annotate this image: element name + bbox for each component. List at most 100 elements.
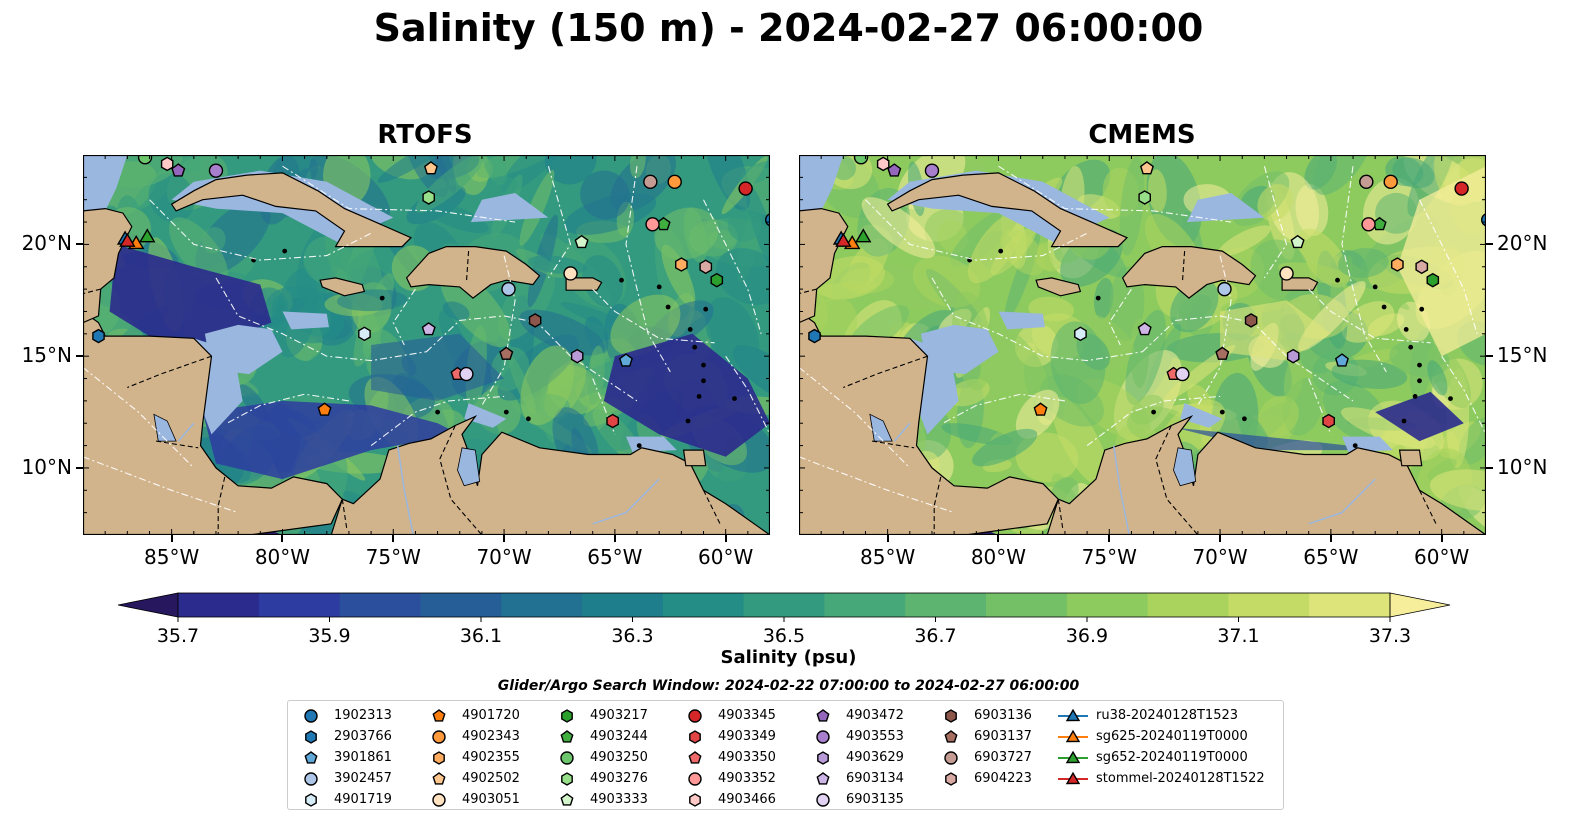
legend-item: 4903250 <box>550 747 648 768</box>
colorbar-tick-label: 36.1 <box>460 625 502 645</box>
legend-item: 4903472 <box>806 705 904 726</box>
colorbar-bin <box>1228 593 1310 617</box>
legend-float-marker <box>689 729 701 744</box>
legend-glider-marker <box>1065 771 1081 784</box>
glider-marker-stommel-20240128T1522 <box>835 232 852 247</box>
island <box>1352 443 1358 448</box>
island <box>1408 344 1414 350</box>
legend-float-marker <box>432 771 446 785</box>
lat-tick-label-right: 10°N <box>1497 454 1548 479</box>
land-puertoRico <box>1281 277 1319 291</box>
map-frame <box>799 155 1486 535</box>
legend-float-marker <box>304 771 318 786</box>
legend-marker-icon <box>816 792 830 807</box>
float-marker-4901719 <box>1074 326 1087 342</box>
legend-float-marker <box>816 708 830 722</box>
legend-column: 4903472 4903553 4903629 6903134 6903135 <box>806 705 904 810</box>
legend-glider-marker <box>1065 708 1081 721</box>
legend-label: 4903250 <box>590 750 648 765</box>
lat-tick-label-left: 20°N <box>21 231 72 256</box>
legend-label: 4903333 <box>590 792 648 807</box>
lon-tick <box>724 535 727 542</box>
legend-column: 4903217 4903244 4903250 4903276 4903333 <box>550 705 648 810</box>
land-jamaica <box>1035 277 1082 297</box>
legend-marker-icon <box>1058 708 1088 721</box>
legend-float-marker <box>304 750 318 764</box>
rivers <box>893 422 1376 535</box>
legend-float-marker <box>305 729 317 744</box>
land-yucatan <box>83 155 133 324</box>
float-marker-6903135 <box>459 366 474 382</box>
legend-float-marker <box>560 729 574 743</box>
legend-item: 4903553 <box>806 726 904 747</box>
float-marker-6903135 <box>1175 366 1190 382</box>
float-marker-6903137 <box>499 346 514 360</box>
lon-tick-label: 60°W <box>1414 545 1470 569</box>
lon-tick <box>170 535 173 542</box>
float-marker-4903629 <box>1286 348 1300 364</box>
land-masses <box>799 155 1486 535</box>
island <box>1335 277 1340 283</box>
legend-column: 4903345 4903349 4903350 4903352 4903466 <box>678 705 776 810</box>
float-marker-2903766 <box>808 328 821 344</box>
island <box>619 277 624 283</box>
legend-marker-icon <box>817 750 829 765</box>
colorbar-bin <box>905 593 987 617</box>
legend-item: 1902313 <box>294 705 392 726</box>
lat-tick-label-left: 15°N <box>21 343 72 368</box>
lat-tick <box>1486 243 1493 246</box>
colorbar-bin <box>501 593 583 617</box>
legend-float-marker <box>816 729 830 744</box>
legend-item: ru38-20240128T1523 <box>1056 705 1265 726</box>
island <box>1219 409 1225 415</box>
float-marker-4903333 <box>574 234 589 249</box>
float-marker-4903051 <box>1279 266 1294 281</box>
colorbar-tick-label: 36.9 <box>1066 625 1108 645</box>
legend-item: 4903333 <box>550 789 648 810</box>
island <box>282 248 288 254</box>
tick-marks <box>799 155 1486 535</box>
legend-float-marker <box>561 708 573 723</box>
lon-tick <box>503 535 506 542</box>
colorbar-bin <box>258 593 341 617</box>
float-marker-4903333 <box>1290 234 1305 249</box>
float-marker-4902343 <box>1383 174 1398 190</box>
legend-float-marker <box>688 750 702 764</box>
legend-marker-icon <box>944 729 958 743</box>
legend-float-marker <box>560 750 574 765</box>
lon-tick <box>1219 535 1222 542</box>
float-marker-4903352 <box>645 217 660 232</box>
island <box>701 378 706 384</box>
tick-marks <box>83 155 770 535</box>
float-marker-3901861 <box>618 353 633 367</box>
legend-marker-icon <box>433 750 445 765</box>
colorbar-bin <box>1309 593 1391 617</box>
lat-tick-label-left: 10°N <box>21 454 72 479</box>
legend-float-marker <box>432 708 446 722</box>
lon-tick-label: 60°W <box>698 545 754 569</box>
legend-marker-icon <box>945 771 957 786</box>
legend-label: 4902343 <box>462 729 520 744</box>
legend-label: 3902457 <box>334 771 392 786</box>
legend-label: 6903134 <box>846 771 904 786</box>
colorbar-bin <box>986 593 1068 617</box>
float-markers <box>92 155 770 429</box>
legend-marker-icon <box>432 729 446 744</box>
eez-boundaries <box>83 165 770 514</box>
float-marker-4903553 <box>924 163 940 178</box>
glider-marker-stommel-20240128T1522 <box>119 232 136 247</box>
island <box>1401 418 1407 424</box>
legend-label: 4901719 <box>334 792 392 807</box>
legend-item: 6903136 <box>934 705 1032 726</box>
legend-marker-icon <box>1058 750 1088 763</box>
island <box>1417 362 1422 368</box>
legend-label: stommel-20240128T1522 <box>1096 771 1265 786</box>
lon-tick-label: 75°W <box>365 545 421 569</box>
legend-item: sg625-20240119T0000 <box>1056 726 1265 747</box>
legend-item: 3902457 <box>294 768 392 789</box>
colorbar-tick-label: 35.9 <box>308 625 350 645</box>
legend-marker-icon <box>560 792 574 806</box>
land-cuba <box>886 172 1129 248</box>
lon-tick <box>886 535 889 542</box>
float-marker-4903349 <box>606 413 619 429</box>
